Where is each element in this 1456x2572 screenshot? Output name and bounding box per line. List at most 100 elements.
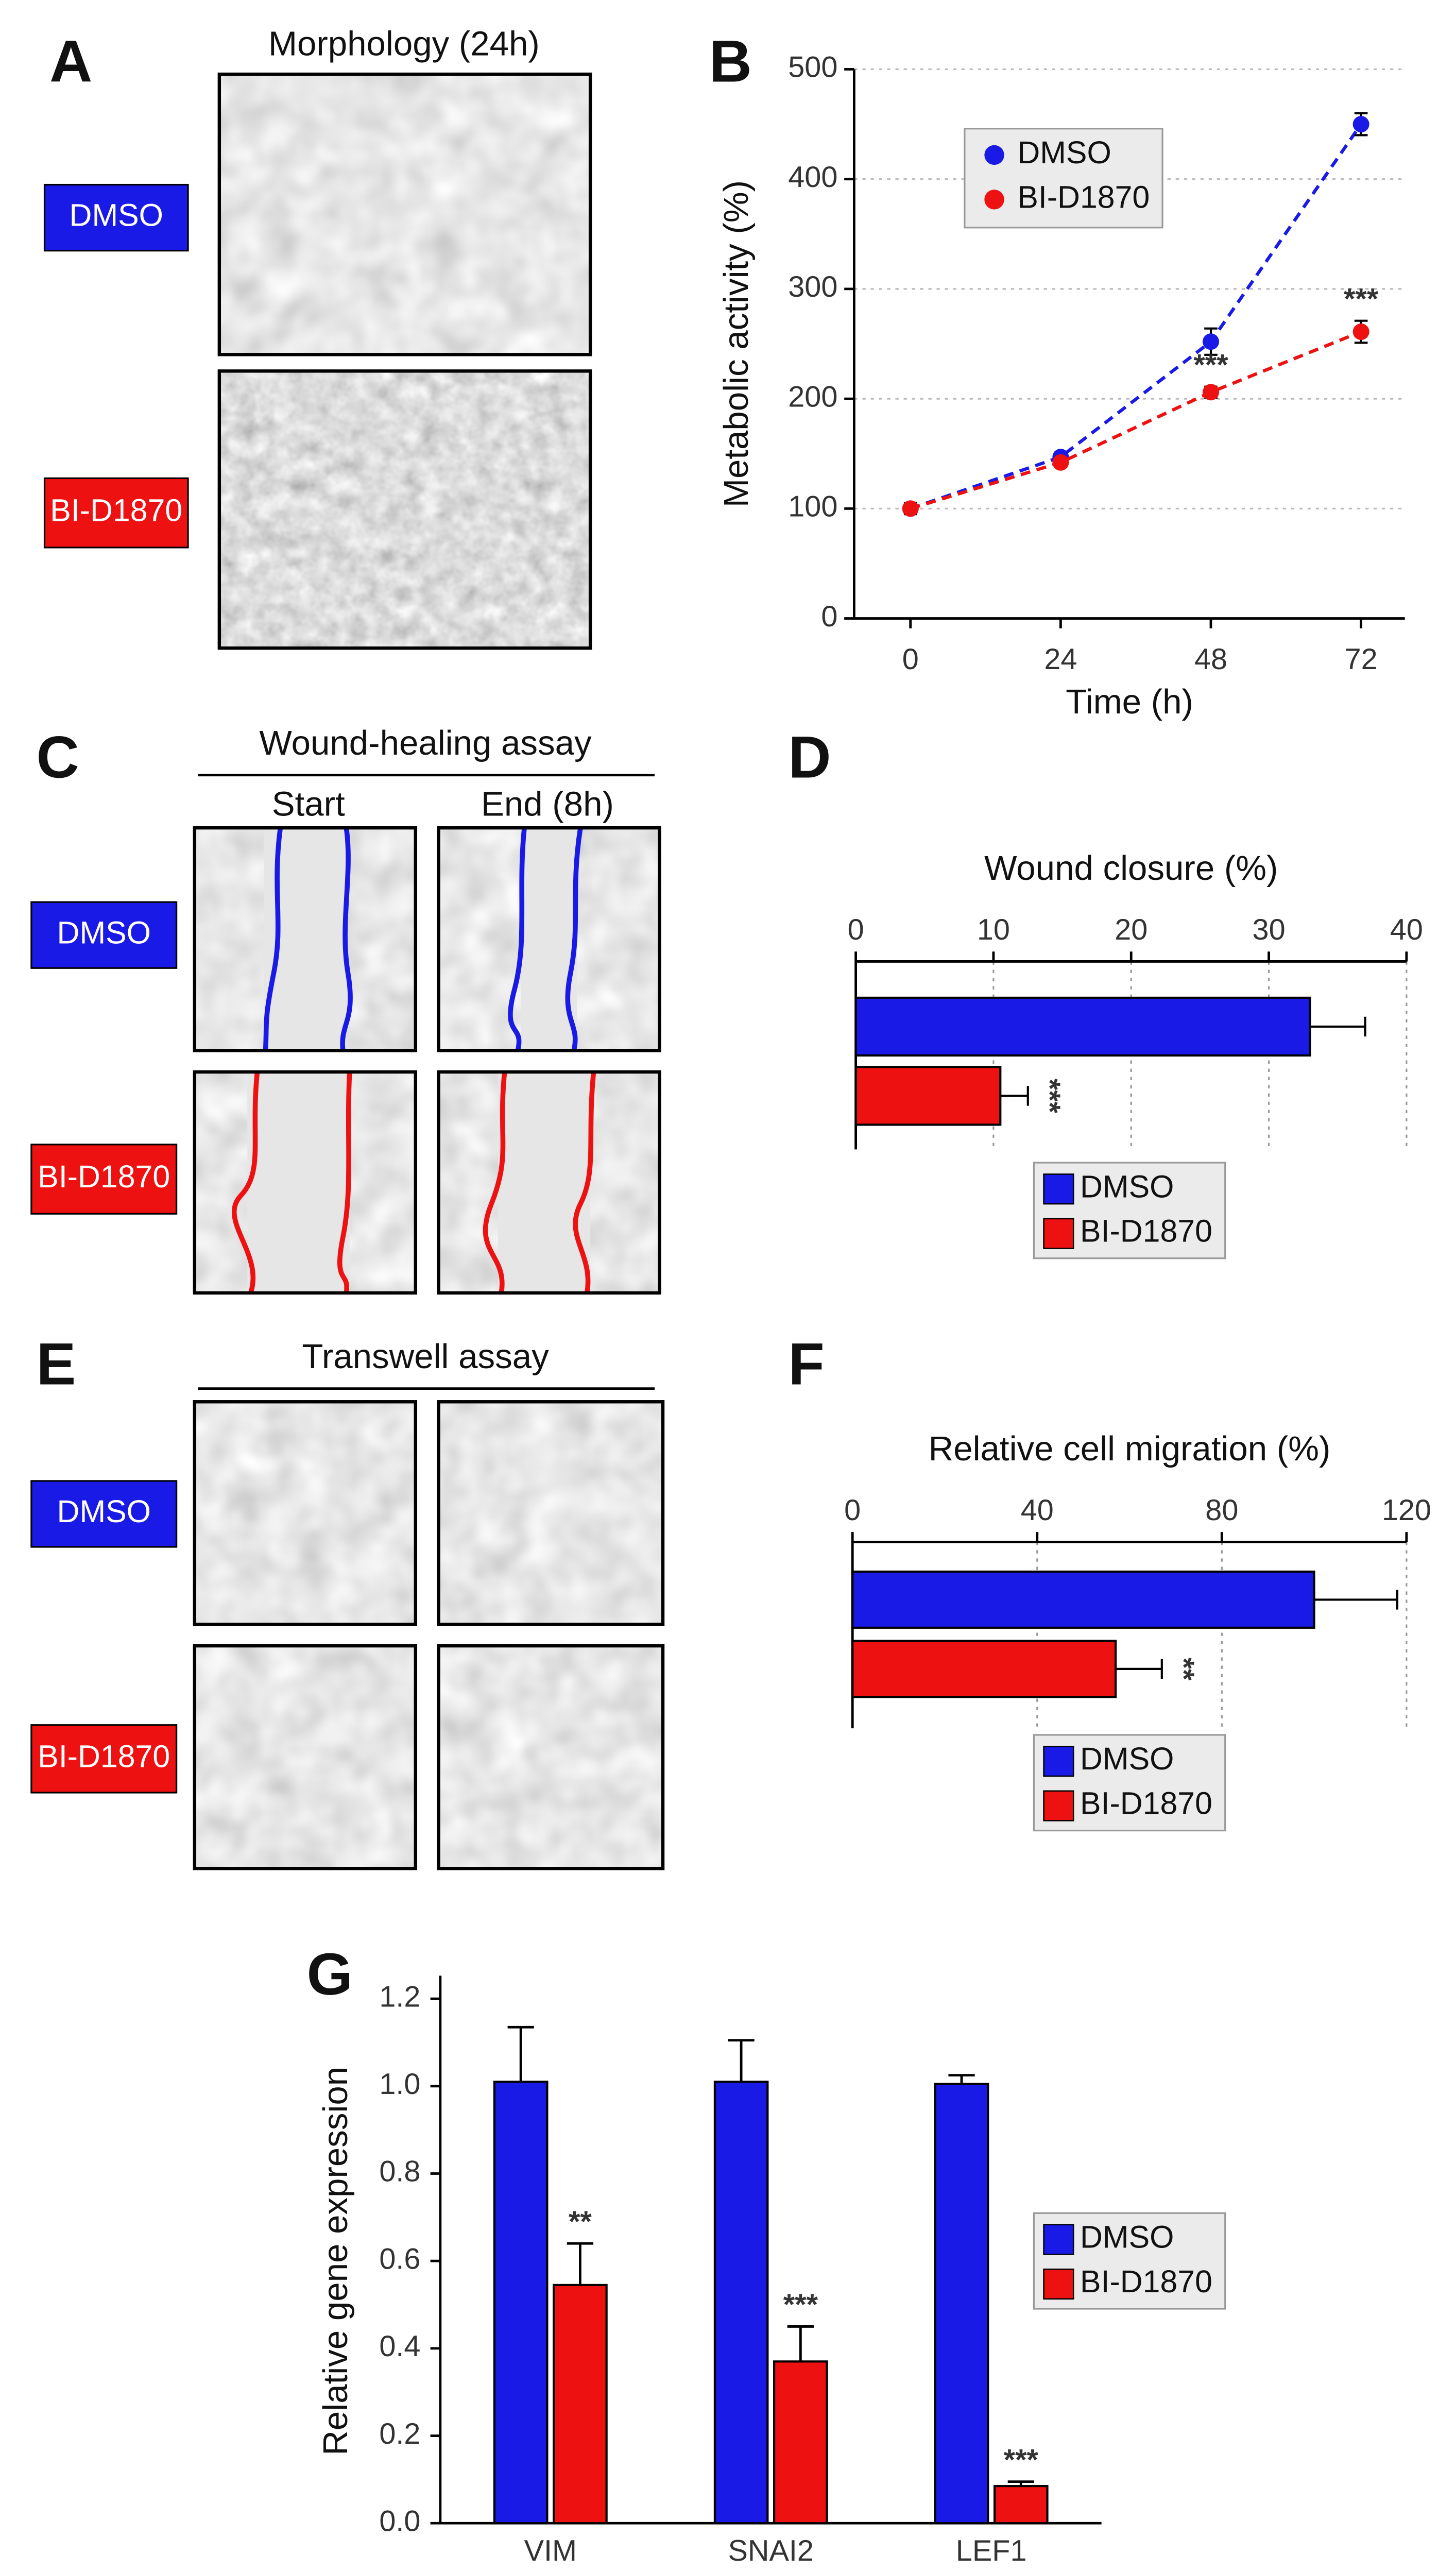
y-tick-label: 300 bbox=[788, 270, 837, 303]
legend-label: BI-D1870 bbox=[1080, 2264, 1212, 2299]
panel-label: D bbox=[788, 725, 831, 791]
panel-label: C bbox=[36, 725, 79, 791]
column-label: Start bbox=[272, 785, 345, 823]
y-tick-label: 0.8 bbox=[379, 2155, 420, 2188]
micrograph-frame bbox=[217, 369, 592, 650]
wound-edge bbox=[232, 1071, 352, 1294]
series-line bbox=[910, 123, 1363, 510]
x-tick-label: 20 bbox=[1115, 913, 1147, 946]
condition-box bbox=[43, 183, 189, 252]
legend-swatch bbox=[1043, 2224, 1074, 2255]
condition-box bbox=[43, 477, 189, 549]
bar bbox=[773, 2360, 828, 2525]
data-point bbox=[1052, 454, 1069, 471]
condition-box bbox=[30, 1724, 178, 1794]
x-tick-label: LEF1 bbox=[956, 2534, 1027, 2567]
y-tick-label: 0.0 bbox=[379, 2505, 420, 2537]
wound-gap bbox=[247, 1071, 350, 1293]
condition-box bbox=[30, 1480, 178, 1548]
condition-box bbox=[30, 1144, 178, 1215]
bar bbox=[713, 2081, 769, 2525]
micrograph-frame bbox=[437, 826, 661, 1052]
significance: ** bbox=[1167, 1657, 1200, 1680]
legend-label: DMSO bbox=[1080, 1169, 1174, 1204]
legend-marker bbox=[984, 190, 1004, 210]
significance: *** bbox=[1344, 283, 1379, 316]
y-tick-label: 0.2 bbox=[379, 2417, 420, 2450]
x-tick-label: VIM bbox=[524, 2534, 577, 2567]
condition-box bbox=[30, 901, 178, 969]
x-axis-label: Time (h) bbox=[1066, 683, 1193, 721]
condition-label: BI-D1870 bbox=[38, 1159, 170, 1194]
error-bar bbox=[1314, 1590, 1399, 1610]
micrograph-frame bbox=[193, 1644, 418, 1870]
micrograph-frame bbox=[193, 826, 418, 1052]
condition-label: DMSO bbox=[70, 198, 163, 233]
condition-label: DMSO bbox=[57, 1494, 151, 1529]
panel-label: E bbox=[36, 1332, 76, 1398]
significance: *** bbox=[1193, 348, 1228, 381]
panel-label: B bbox=[709, 28, 752, 94]
micrograph bbox=[217, 72, 592, 356]
bar bbox=[553, 2284, 608, 2525]
x-tick-label: 0 bbox=[902, 643, 919, 676]
legend-label: BI-D1870 bbox=[1080, 1214, 1212, 1249]
x-tick-label: 80 bbox=[1205, 1494, 1238, 1527]
micrograph-frame bbox=[217, 72, 592, 356]
bar bbox=[851, 1640, 1117, 1698]
error-bar bbox=[507, 2025, 534, 2082]
micrograph-frame bbox=[437, 1400, 665, 1626]
x-tick-label: 40 bbox=[1021, 1494, 1054, 1527]
y-tick-label: 0.4 bbox=[379, 2330, 420, 2363]
legend-label: DMSO bbox=[1080, 1741, 1174, 1776]
error-bar bbox=[567, 2242, 594, 2285]
micrograph bbox=[438, 1646, 663, 1869]
significance: *** bbox=[1033, 1079, 1066, 1114]
y-axis-label: Metabolic activity (%) bbox=[717, 180, 756, 507]
legend-swatch bbox=[1043, 2268, 1074, 2300]
condition-label: DMSO bbox=[57, 915, 151, 950]
legend-marker bbox=[984, 145, 1004, 165]
data-point bbox=[1203, 333, 1220, 350]
condition-label: BI-D1870 bbox=[50, 493, 182, 528]
error-bar bbox=[948, 2074, 975, 2084]
error-bar bbox=[787, 2325, 814, 2362]
bar bbox=[493, 2081, 549, 2525]
panel-label: A bbox=[49, 28, 92, 94]
y-tick-label: 1.0 bbox=[379, 2068, 420, 2101]
panel-label: G bbox=[307, 1941, 353, 2007]
panel-title: Morphology (24h) bbox=[268, 24, 540, 63]
error-bar bbox=[1116, 1659, 1163, 1679]
data-point bbox=[902, 500, 919, 517]
x-tick-label: 10 bbox=[977, 913, 1010, 946]
micrograph-frame bbox=[437, 1644, 665, 1870]
error-bar bbox=[1000, 1086, 1029, 1106]
chart-title: Relative cell migration (%) bbox=[929, 1429, 1331, 1468]
significance: ** bbox=[569, 2205, 592, 2238]
micrograph bbox=[438, 1402, 663, 1625]
y-tick-label: 0.6 bbox=[379, 2242, 420, 2275]
micrograph-frame bbox=[193, 1070, 418, 1295]
x-tick-label: 48 bbox=[1194, 643, 1227, 676]
y-axis-label: Relative gene expression bbox=[316, 2067, 355, 2456]
panel-title: Wound-healing assay bbox=[259, 724, 592, 762]
significance: *** bbox=[783, 2288, 818, 2321]
legend-label: DMSO bbox=[1080, 2220, 1174, 2255]
micrograph bbox=[194, 1402, 416, 1625]
wound-edge bbox=[263, 827, 353, 1051]
x-tick-label: 0 bbox=[848, 913, 864, 946]
condition-label: BI-D1870 bbox=[38, 1739, 170, 1774]
micrograph-frame bbox=[193, 1400, 418, 1626]
x-tick-label: 30 bbox=[1253, 913, 1286, 946]
bar bbox=[993, 2485, 1049, 2525]
panel-title: Transwell assay bbox=[302, 1337, 549, 1376]
column-label: End (8h) bbox=[481, 785, 614, 823]
data-point bbox=[1352, 116, 1369, 133]
y-tick-label: 200 bbox=[788, 380, 837, 413]
panel-label: F bbox=[788, 1332, 824, 1398]
micrograph-frame bbox=[437, 1070, 661, 1295]
series-line bbox=[910, 330, 1362, 510]
wound-images bbox=[193, 826, 661, 1295]
bar bbox=[934, 2083, 989, 2525]
